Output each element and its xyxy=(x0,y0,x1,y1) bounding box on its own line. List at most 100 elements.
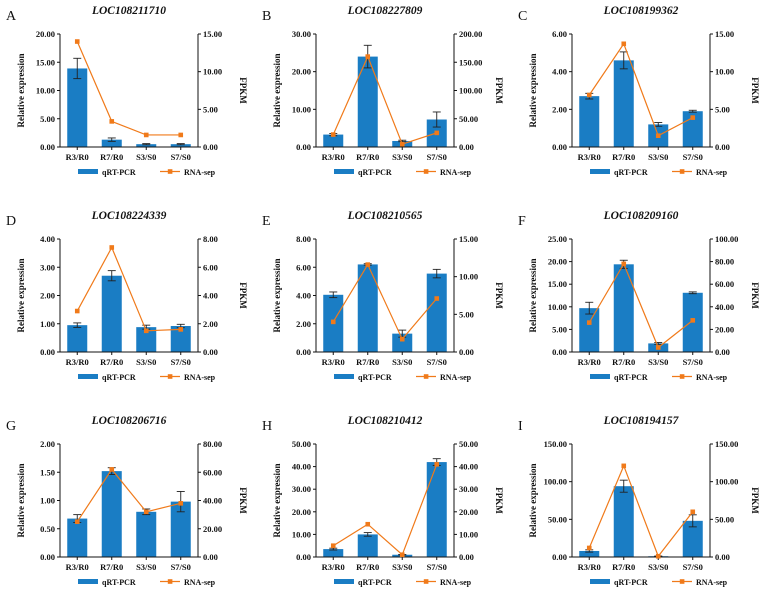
right-tick-label: 150.00 xyxy=(459,57,482,67)
line-point xyxy=(399,141,405,147)
panel-letter: B xyxy=(262,9,271,24)
line-point xyxy=(178,132,184,138)
line-point xyxy=(690,115,696,120)
bar-r3-r0 xyxy=(579,308,600,352)
x-tick-label: R7/R0 xyxy=(100,152,123,162)
legend-swatch-bar xyxy=(334,169,354,174)
line-point xyxy=(434,130,440,136)
x-tick-label: S3/S0 xyxy=(392,152,412,162)
bar-r7-r0 xyxy=(101,139,122,147)
left-tick-label: 4.00 xyxy=(552,67,567,77)
legend-label-line: RNA-sep xyxy=(184,168,216,177)
line-series-rna-sep xyxy=(76,41,181,136)
bar-r3-r0 xyxy=(67,325,88,352)
y-axis-label: Relative expression xyxy=(528,53,538,127)
x-tick-label: R7/R0 xyxy=(100,357,123,367)
line-point xyxy=(178,501,184,506)
chart-panel-b: B LOC108227809 0.00 10.00 20.00 30.00 0.00 50.0… xyxy=(262,5,504,177)
y2-axis-label: FPKM xyxy=(750,487,760,514)
bar-s7-s0 xyxy=(426,273,447,352)
y-axis-label: Relative expression xyxy=(16,463,26,537)
left-tick-label: 10.00 xyxy=(36,86,55,96)
line-point xyxy=(330,132,336,137)
bar-s3-s0 xyxy=(392,333,413,352)
right-tick-label: 60.00 xyxy=(203,467,222,477)
left-tick-label: 6.00 xyxy=(552,29,567,39)
line-point xyxy=(621,463,627,469)
legend-label-line: RNA-sep xyxy=(696,578,728,587)
right-tick-label: 0.00 xyxy=(715,552,730,562)
line-point xyxy=(109,245,115,250)
legend-swatch-marker xyxy=(167,169,173,174)
left-tick-label: 0.00 xyxy=(552,552,567,562)
left-tick-label: 0.00 xyxy=(296,142,311,152)
x-tick-label: R7/R0 xyxy=(612,357,635,367)
line-series-rna-sep xyxy=(76,246,181,332)
bar-r7-r0 xyxy=(357,534,378,557)
right-tick-label: 50.00 xyxy=(459,439,478,449)
legend-swatch-bar xyxy=(334,579,354,584)
right-tick-label: 10.00 xyxy=(459,529,478,539)
left-tick-label: 20.00 xyxy=(292,67,311,77)
x-tick-label: S7/S0 xyxy=(683,357,703,367)
line-point xyxy=(655,345,661,350)
line-point xyxy=(621,41,627,47)
line-point xyxy=(143,328,149,334)
left-tick-label: 20.00 xyxy=(36,29,55,39)
left-tick-label: 10.00 xyxy=(292,104,311,114)
bar-s7-s0 xyxy=(170,326,191,352)
line-point xyxy=(330,543,336,548)
bar-s7-s0 xyxy=(426,462,447,557)
chart-panel-a: A LOC108211710 0.00 5.00 10.00 15.00 20.00 0.00… xyxy=(6,5,248,177)
x-tick-label: R3/R0 xyxy=(66,562,89,572)
chart-panel-d: D LOC108224339 0.00 1.00 2.00 3.00 4.00 0.00 2.0… xyxy=(6,210,248,382)
y-axis-label: Relative expression xyxy=(16,258,26,332)
left-tick-label: 150.00 xyxy=(544,439,567,449)
legend-swatch-bar xyxy=(334,374,354,379)
line-point xyxy=(586,320,592,325)
legend-label-bar: qRT-PCR xyxy=(358,168,392,177)
line-point xyxy=(586,545,592,551)
legend-swatch-marker xyxy=(679,169,685,174)
left-tick-label: 10.00 xyxy=(548,302,567,312)
legend-label-bar: qRT-PCR xyxy=(614,168,648,177)
x-tick-label: R3/R0 xyxy=(578,562,601,572)
x-tick-label: S3/S0 xyxy=(136,152,156,162)
line-point xyxy=(365,262,371,267)
chart-title: LOC108210412 xyxy=(347,415,423,427)
right-tick-label: 80.00 xyxy=(715,257,734,267)
legend-label-bar: qRT-PCR xyxy=(358,578,392,587)
panel-letter: H xyxy=(262,419,272,434)
x-tick-label: R3/R0 xyxy=(322,152,345,162)
right-tick-label: 8.00 xyxy=(203,234,218,244)
legend-swatch-bar xyxy=(590,579,610,584)
right-tick-label: 15.00 xyxy=(715,29,734,39)
line-point xyxy=(74,308,80,314)
chart-panel-c: C LOC108199362 0.00 2.00 4.00 6.00 0.00 5.00 10.… xyxy=(518,5,760,177)
right-tick-label: 5.00 xyxy=(459,309,474,319)
right-tick-label: 0.00 xyxy=(459,142,474,152)
left-tick-label: 6.00 xyxy=(296,262,311,272)
bar-r3-r0 xyxy=(579,96,600,147)
line-point xyxy=(330,319,336,325)
legend-label-bar: qRT-PCR xyxy=(614,373,648,382)
left-tick-label: 1.00 xyxy=(40,496,55,506)
right-tick-label: 40.00 xyxy=(715,302,734,312)
bar-r3-r0 xyxy=(67,68,88,147)
x-tick-label: R7/R0 xyxy=(612,152,635,162)
left-tick-label: 4.00 xyxy=(40,234,55,244)
left-tick-label: 1.00 xyxy=(40,319,55,329)
left-tick-label: 0.00 xyxy=(296,347,311,357)
bar-r7-r0 xyxy=(613,60,634,147)
left-tick-label: 4.00 xyxy=(296,291,311,301)
bar-s7-s0 xyxy=(682,520,703,557)
right-tick-label: 150.00 xyxy=(715,439,738,449)
right-tick-label: 200.00 xyxy=(459,29,482,39)
y2-axis-label: FPKM xyxy=(238,77,248,104)
left-tick-label: 5.00 xyxy=(552,324,567,334)
left-tick-label: 0.00 xyxy=(296,552,311,562)
legend-swatch-marker xyxy=(423,169,429,174)
legend-swatch-bar xyxy=(78,169,98,174)
right-tick-label: 0.00 xyxy=(203,552,218,562)
x-tick-label: R7/R0 xyxy=(356,562,379,572)
